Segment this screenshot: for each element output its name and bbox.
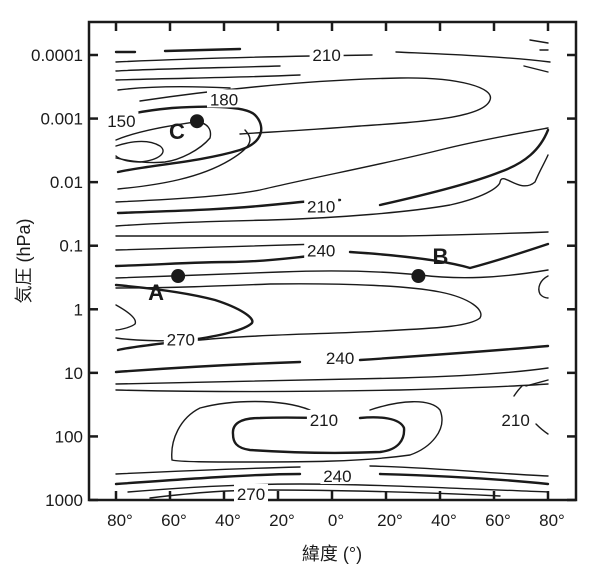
contour-label: 210 — [310, 411, 338, 430]
contour-label-bg — [163, 329, 198, 348]
x-tick-label: 0° — [328, 511, 344, 530]
contour-line — [115, 243, 321, 251]
contour-line — [535, 423, 549, 435]
contour-line — [115, 231, 549, 237]
y-tick-label: 100 — [55, 427, 83, 446]
y-tick-label: 0.1 — [59, 237, 83, 256]
y-tick-label: 1 — [74, 300, 83, 319]
contour-line — [115, 154, 549, 227]
contour-label-bg — [309, 45, 344, 63]
contour-line — [115, 367, 549, 385]
contour-label-bg — [104, 111, 139, 130]
contour-label-bg — [304, 196, 339, 215]
x-axis: 80° 60° 40° 20° 0° 20° 40° 60° 80° — [107, 22, 565, 530]
annotated-points: A B C — [148, 114, 448, 305]
y-axis-title: 気圧 (hPa) — [14, 218, 34, 303]
contour-line — [115, 127, 549, 203]
y-tick-label: 0.0001 — [31, 46, 83, 65]
point-label: C — [169, 119, 185, 144]
contour-line — [115, 121, 212, 164]
contour-label-bg — [304, 240, 339, 259]
point-marker — [411, 269, 426, 284]
contour-line — [149, 489, 501, 499]
contour-line — [127, 483, 549, 493]
contour-line — [139, 77, 492, 135]
x-tick-label: 20° — [377, 511, 403, 530]
contour-line — [115, 383, 549, 393]
x-tick-label: 40° — [215, 511, 241, 530]
contour-label: 210 — [312, 46, 340, 65]
contour-line — [115, 140, 164, 163]
contour-line — [117, 129, 251, 190]
contour-label-bg — [498, 409, 533, 428]
contour-line — [115, 39, 549, 81]
contour-label: 240 — [323, 467, 351, 486]
contour-label: 150 — [107, 112, 135, 131]
contour-line — [115, 51, 551, 72]
x-tick-label: 80° — [107, 511, 133, 530]
contour-line — [114, 105, 263, 174]
point-marker — [190, 114, 204, 129]
y-tick-label: 1000 — [45, 491, 83, 510]
contour-line — [538, 275, 549, 299]
point-label: A — [148, 280, 164, 305]
contour-line — [523, 65, 549, 73]
contour-labels: 210 180 150 210 240 270 240 210 210 240 270 — [104, 45, 533, 504]
point-marker — [171, 269, 186, 284]
contour-line — [171, 400, 443, 463]
x-tick-label: 40° — [431, 511, 457, 530]
contour-label: 210 — [501, 411, 529, 430]
contour-label: 270 — [237, 485, 265, 504]
contour-line — [115, 283, 482, 342]
x-tick-label: 60° — [161, 511, 187, 530]
x-tick-label: 80° — [539, 511, 565, 530]
x-tick-label: 60° — [485, 511, 511, 530]
contour-line — [513, 379, 549, 397]
y-tick-label: 10 — [64, 364, 83, 383]
contour-label: 240 — [326, 349, 354, 368]
contour-line — [114, 472, 550, 486]
y-tick-label: 0.01 — [50, 173, 83, 192]
point-label: B — [432, 244, 448, 269]
x-tick-label: 20° — [269, 511, 295, 530]
contour-line — [117, 49, 549, 91]
y-axis: 0.0001 0.001 0.01 0.1 1 10 100 1000 — [31, 46, 576, 510]
y-tick-label: 0.001 — [40, 110, 83, 129]
contour-line — [114, 47, 242, 54]
contour-label-bg — [320, 466, 355, 485]
contour-line — [115, 465, 549, 477]
contour-label: 240 — [307, 242, 335, 261]
contour-label-bg — [234, 483, 268, 502]
contour-label-bg — [306, 409, 341, 428]
contour-line — [114, 242, 550, 270]
contour-line — [115, 269, 549, 279]
contour-label: 210 — [307, 197, 335, 216]
contour-label-bg — [207, 89, 241, 108]
contour-line — [114, 344, 550, 374]
x-axis-title: 緯度 (°) — [302, 544, 362, 564]
contour-label: 270 — [167, 331, 195, 350]
contour-line — [115, 304, 137, 331]
contour-label: 180 — [210, 90, 238, 109]
contour-label-bg — [323, 347, 358, 366]
